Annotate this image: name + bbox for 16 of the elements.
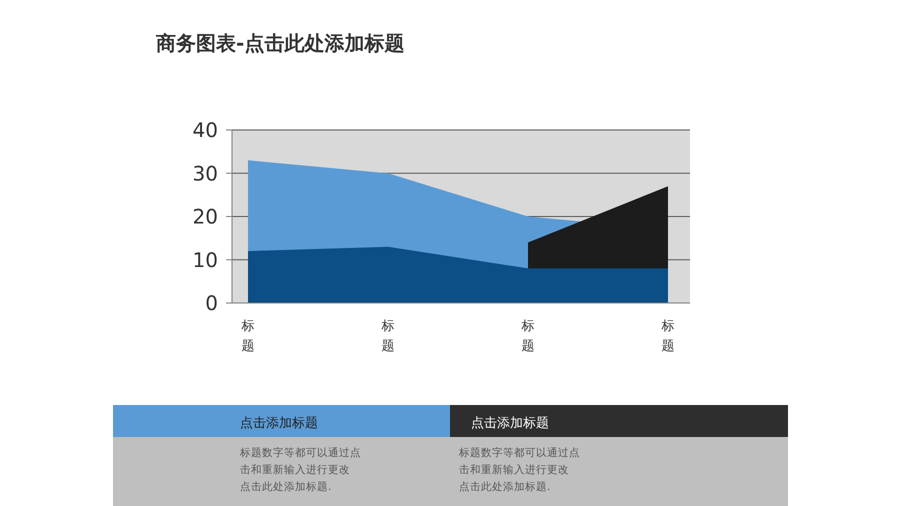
x-tick-label: 标题 [520, 319, 534, 354]
y-tick-label: 30 [192, 161, 218, 186]
text: 点击此处添加标题. [240, 480, 332, 493]
y-tick-label: 10 [192, 248, 218, 272]
y-tick-label: 0 [205, 291, 218, 315]
text: 标题数字等都可以通过点击和重新输入进行更改 [239, 446, 361, 476]
y-tick-label: 20 [192, 204, 218, 228]
x-tick-label: 标题 [240, 319, 254, 354]
x-tick-label: 标题 [660, 319, 674, 354]
y-tick-label: 40 [192, 118, 218, 142]
text: 点击添加标题 [471, 416, 549, 431]
chart-title: 商务图表-点击此处添加标题 [155, 31, 404, 55]
text: 点击添加标题 [240, 416, 318, 431]
text: 标题数字等都可以通过点击和重新输入进行更改 [458, 446, 580, 476]
text: 点击此处添加标题. [459, 480, 550, 493]
x-tick-label: 标题 [380, 319, 394, 354]
